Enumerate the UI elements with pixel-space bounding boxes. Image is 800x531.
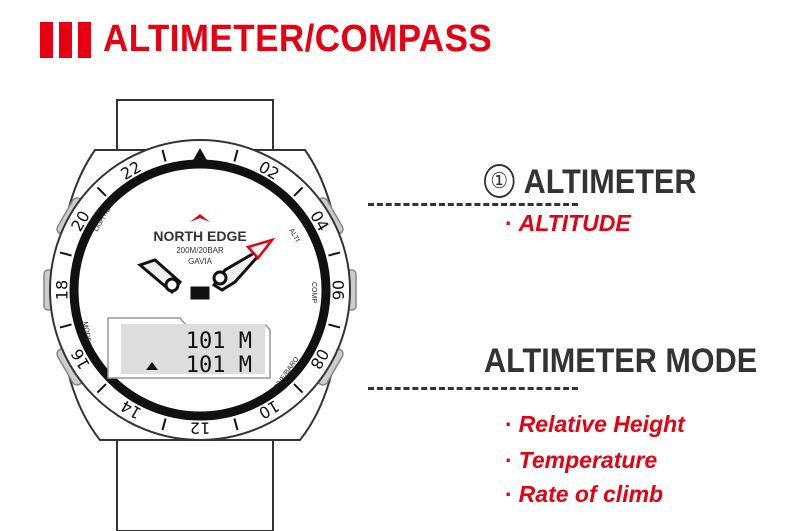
bezel-number: 18 xyxy=(53,280,72,300)
bezel-tick xyxy=(233,149,239,162)
page-title: ALTIMETER/COMPASS xyxy=(103,18,493,60)
bezel-tick xyxy=(96,383,107,394)
bezel-number: 12 xyxy=(190,419,210,438)
bezel-tick xyxy=(328,251,341,257)
bezel-number: 06 xyxy=(329,280,348,300)
north-triangle-icon xyxy=(192,148,208,162)
watch-hands xyxy=(136,237,276,300)
label-comp: COMP xyxy=(310,282,317,303)
section2-title: ALTIMETER MODE xyxy=(484,342,758,380)
lcd-line-2: 101 M xyxy=(186,353,252,378)
bezel-tick xyxy=(233,418,239,431)
bezel-tick xyxy=(293,186,304,197)
mountain-icon xyxy=(146,362,158,370)
depth-spec: 200M/20BAR xyxy=(176,246,224,255)
bezel-tick xyxy=(293,383,304,394)
divider-1 xyxy=(368,203,578,206)
list-item: · ALTITUDE xyxy=(505,210,631,236)
brand-name: NORTH EDGE xyxy=(153,228,246,244)
section1-heading: ① ALTIMETER xyxy=(484,163,696,202)
list-item: · Temperature xyxy=(505,447,658,473)
list-item: · Relative Height xyxy=(505,411,685,437)
bezel-tick xyxy=(328,323,341,329)
bezel-tick xyxy=(59,251,72,257)
divider-2 xyxy=(368,387,578,390)
section1-title: ALTIMETER xyxy=(523,163,697,201)
bezel-tick xyxy=(59,323,72,329)
bezel-tick xyxy=(161,418,167,431)
lcd-line-1: 101 M xyxy=(186,329,252,354)
label-mode: MODE xyxy=(81,321,92,343)
lcd-screen xyxy=(121,324,265,374)
model-name: GAVIA xyxy=(188,257,213,266)
bezel-tick xyxy=(161,149,167,162)
north-chevron-icon xyxy=(190,214,210,222)
header: ALTIMETER/COMPASS xyxy=(40,18,526,61)
list-item: · Rate of climb xyxy=(505,481,664,507)
bezel-tick xyxy=(96,186,107,197)
header-bars-icon xyxy=(40,21,91,58)
number-badge: ① xyxy=(484,164,515,199)
